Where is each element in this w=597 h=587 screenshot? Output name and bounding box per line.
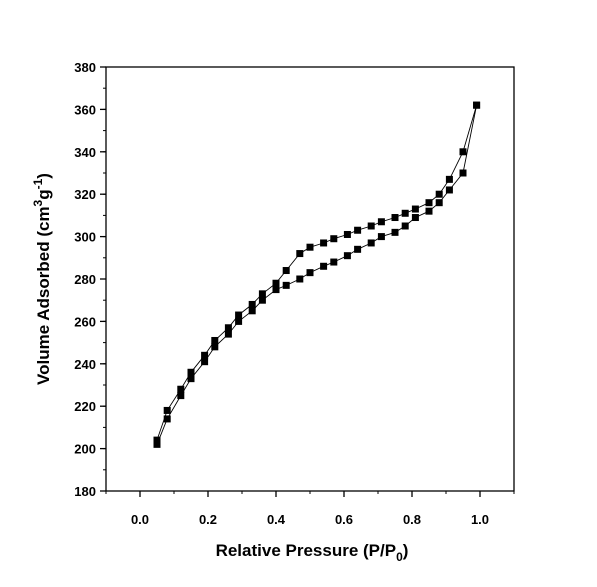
series-line-2 bbox=[156, 105, 478, 441]
data-point-series-1 bbox=[163, 415, 171, 423]
data-point-series-1 bbox=[391, 228, 399, 236]
x-axis-title: Relative Pressure (P/P0) bbox=[216, 541, 409, 564]
y-tick-label: 180 bbox=[74, 484, 96, 499]
data-point-series-2 bbox=[343, 230, 351, 238]
data-point-series-2 bbox=[177, 385, 185, 393]
data-point-series-1 bbox=[330, 258, 338, 266]
data-point-series-1 bbox=[272, 286, 280, 294]
plot-frame bbox=[105, 66, 515, 492]
data-point-series-1 bbox=[235, 317, 243, 325]
data-point-series-2 bbox=[459, 148, 467, 156]
y-tick-label: 260 bbox=[74, 314, 96, 329]
data-point-series-1 bbox=[201, 358, 209, 366]
data-point-series-2 bbox=[163, 406, 171, 414]
data-point-series-1 bbox=[343, 252, 351, 260]
data-point-series-1 bbox=[258, 296, 266, 304]
data-point-series-1 bbox=[320, 262, 328, 270]
y-tick-label: 360 bbox=[74, 102, 96, 117]
data-point-series-1 bbox=[425, 207, 433, 215]
data-point-series-2 bbox=[411, 205, 419, 213]
data-point-series-2 bbox=[187, 368, 195, 376]
data-point-series-2 bbox=[235, 311, 243, 319]
x-axis: 0.0 0.2 0.4 0.6 0.8 1.0 bbox=[105, 491, 515, 527]
y-tick-label: 320 bbox=[74, 187, 96, 202]
data-point-series-2 bbox=[153, 436, 161, 444]
x-tick-label: 0.6 bbox=[335, 512, 353, 527]
data-point-series-2 bbox=[354, 226, 362, 234]
data-point-series-1 bbox=[435, 199, 443, 207]
data-point-series-2 bbox=[282, 267, 290, 275]
data-point-series-1 bbox=[306, 269, 314, 277]
data-point-series-1 bbox=[187, 375, 195, 383]
data-point-series-1 bbox=[354, 245, 362, 253]
series-line-1 bbox=[156, 105, 478, 445]
data-point-series-1 bbox=[224, 330, 232, 338]
data-point-series-2 bbox=[258, 290, 266, 298]
data-point-series-2 bbox=[224, 324, 232, 332]
data-point-series-1 bbox=[377, 233, 385, 241]
data-point-series-2 bbox=[445, 175, 453, 183]
data-point-series-2 bbox=[306, 243, 314, 251]
data-point-series-2 bbox=[320, 239, 328, 247]
y-tick-label: 200 bbox=[74, 442, 96, 457]
data-point-series-2 bbox=[330, 235, 338, 243]
data-point-series-1 bbox=[296, 275, 304, 283]
data-point-series-2 bbox=[377, 218, 385, 226]
data-point-series-2 bbox=[211, 336, 219, 344]
y-tick-label: 340 bbox=[74, 145, 96, 160]
plot-series bbox=[153, 101, 481, 448]
data-point-series-2 bbox=[401, 209, 409, 217]
data-point-series-2 bbox=[435, 190, 443, 198]
data-point-series-2 bbox=[367, 222, 375, 230]
data-point-series-1 bbox=[401, 222, 409, 230]
data-point-series-1 bbox=[177, 392, 185, 400]
data-point-series-1 bbox=[367, 239, 375, 247]
data-point-series-1 bbox=[248, 307, 256, 315]
y-tick-label: 220 bbox=[74, 399, 96, 414]
data-point-series-2 bbox=[272, 279, 280, 287]
y-tick-label: 280 bbox=[74, 272, 96, 287]
data-point-series-1 bbox=[211, 343, 219, 351]
x-tick-label: 1.0 bbox=[471, 512, 489, 527]
y-tick-label: 300 bbox=[74, 230, 96, 245]
x-tick-label: 0.4 bbox=[267, 512, 286, 527]
x-tick-label: 0.2 bbox=[199, 512, 217, 527]
data-point-series-2 bbox=[391, 214, 399, 222]
data-point-series-1 bbox=[411, 214, 419, 222]
y-tick-label: 380 bbox=[74, 60, 96, 75]
y-axis-title: Volume Adsorbed (cm3g-1) bbox=[31, 173, 53, 385]
data-point-series-1 bbox=[445, 186, 453, 194]
data-point-series-2 bbox=[248, 300, 256, 308]
x-tick-label: 0.0 bbox=[131, 512, 149, 527]
data-point-series-2 bbox=[473, 101, 481, 109]
data-point-series-1 bbox=[153, 440, 161, 448]
data-point-series-1 bbox=[459, 169, 467, 177]
y-axis: 180 200 220 240 260 280 300 320 340 360 380 bbox=[74, 60, 106, 499]
y-tick-label: 240 bbox=[74, 357, 96, 372]
data-point-series-1 bbox=[282, 281, 290, 289]
data-point-series-2 bbox=[425, 199, 433, 207]
data-point-series-2 bbox=[296, 250, 304, 258]
data-point-series-2 bbox=[201, 351, 209, 359]
x-tick-label: 0.8 bbox=[403, 512, 421, 527]
